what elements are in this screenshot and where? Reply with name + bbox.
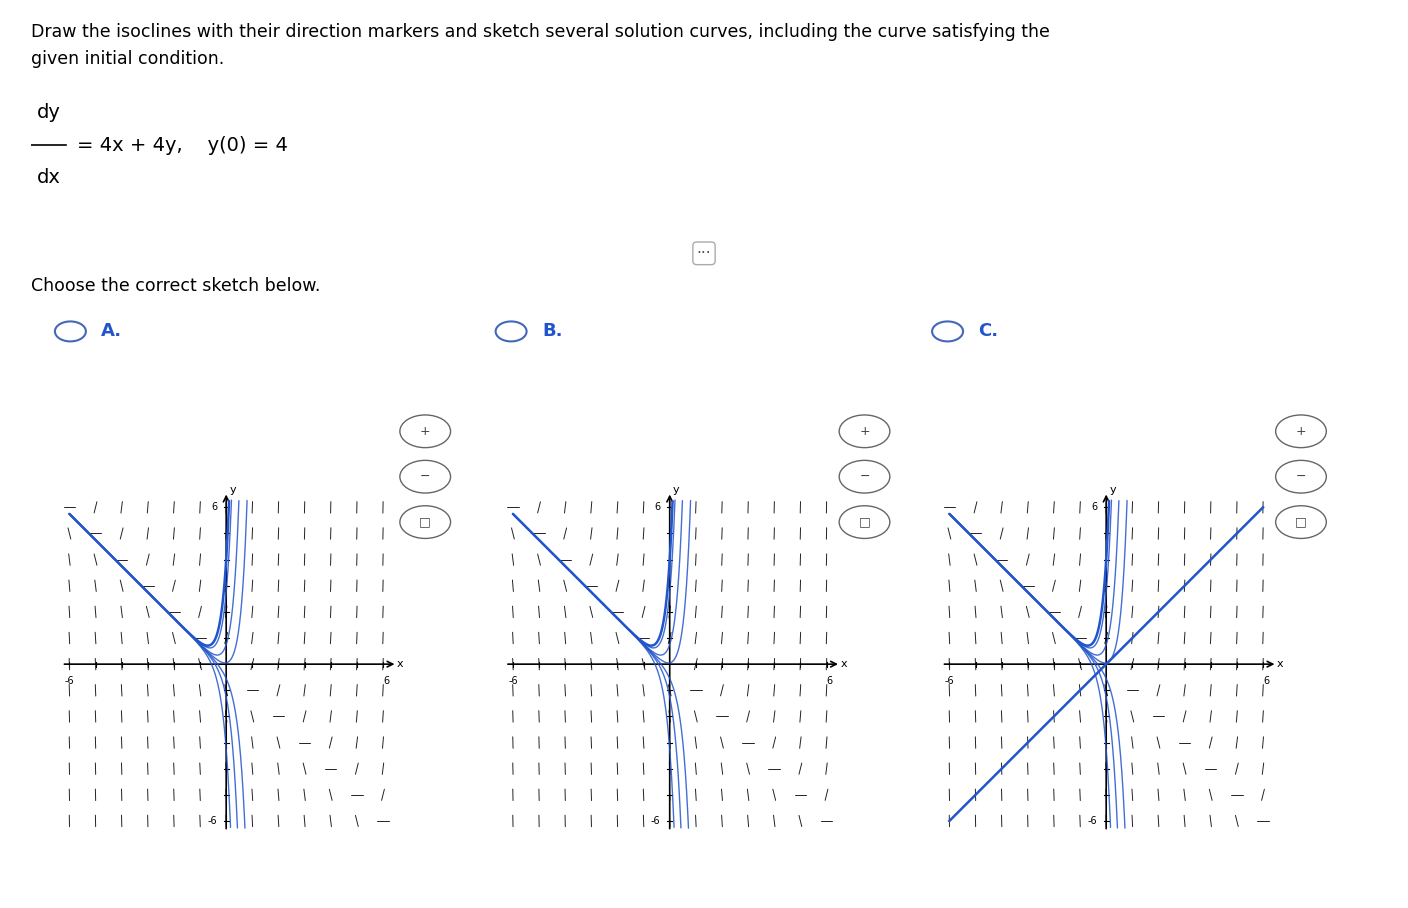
Text: +: + [859,425,870,438]
Text: C.: C. [979,322,998,340]
Text: ···: ··· [697,246,711,261]
Text: dx: dx [37,169,61,187]
Text: −: − [1295,470,1307,483]
Text: 6: 6 [655,502,660,512]
Text: 6: 6 [211,502,217,512]
Text: -6: -6 [945,676,955,686]
Text: x: x [397,659,403,669]
Text: -6: -6 [1087,816,1097,826]
Text: y: y [1110,486,1117,496]
Text: y: y [230,486,237,496]
Text: = 4x + 4y,    y(0) = 4: = 4x + 4y, y(0) = 4 [77,136,287,154]
Text: -6: -6 [650,816,660,826]
Text: given initial condition.: given initial condition. [31,50,224,68]
Text: □: □ [420,516,431,528]
Text: −: − [859,470,870,483]
Text: 6: 6 [1091,502,1097,512]
Text: +: + [1295,425,1307,438]
Text: +: + [420,425,431,438]
Text: −: − [420,470,431,483]
Text: x: x [1277,659,1283,669]
Text: dy: dy [37,104,61,122]
Text: -6: -6 [65,676,75,686]
Text: A.: A. [101,322,122,340]
Text: -6: -6 [508,676,518,686]
Text: 6: 6 [1263,676,1269,686]
Text: -6: -6 [207,816,217,826]
Text: 6: 6 [826,676,832,686]
Text: □: □ [859,516,870,528]
Text: B.: B. [542,322,563,340]
Text: x: x [841,659,846,669]
Text: Draw the isoclines with their direction markers and sketch several solution curv: Draw the isoclines with their direction … [31,23,1050,41]
Text: Choose the correct sketch below.: Choose the correct sketch below. [31,277,321,295]
Text: 6: 6 [383,676,389,686]
Text: □: □ [1295,516,1307,528]
Text: y: y [673,486,680,496]
